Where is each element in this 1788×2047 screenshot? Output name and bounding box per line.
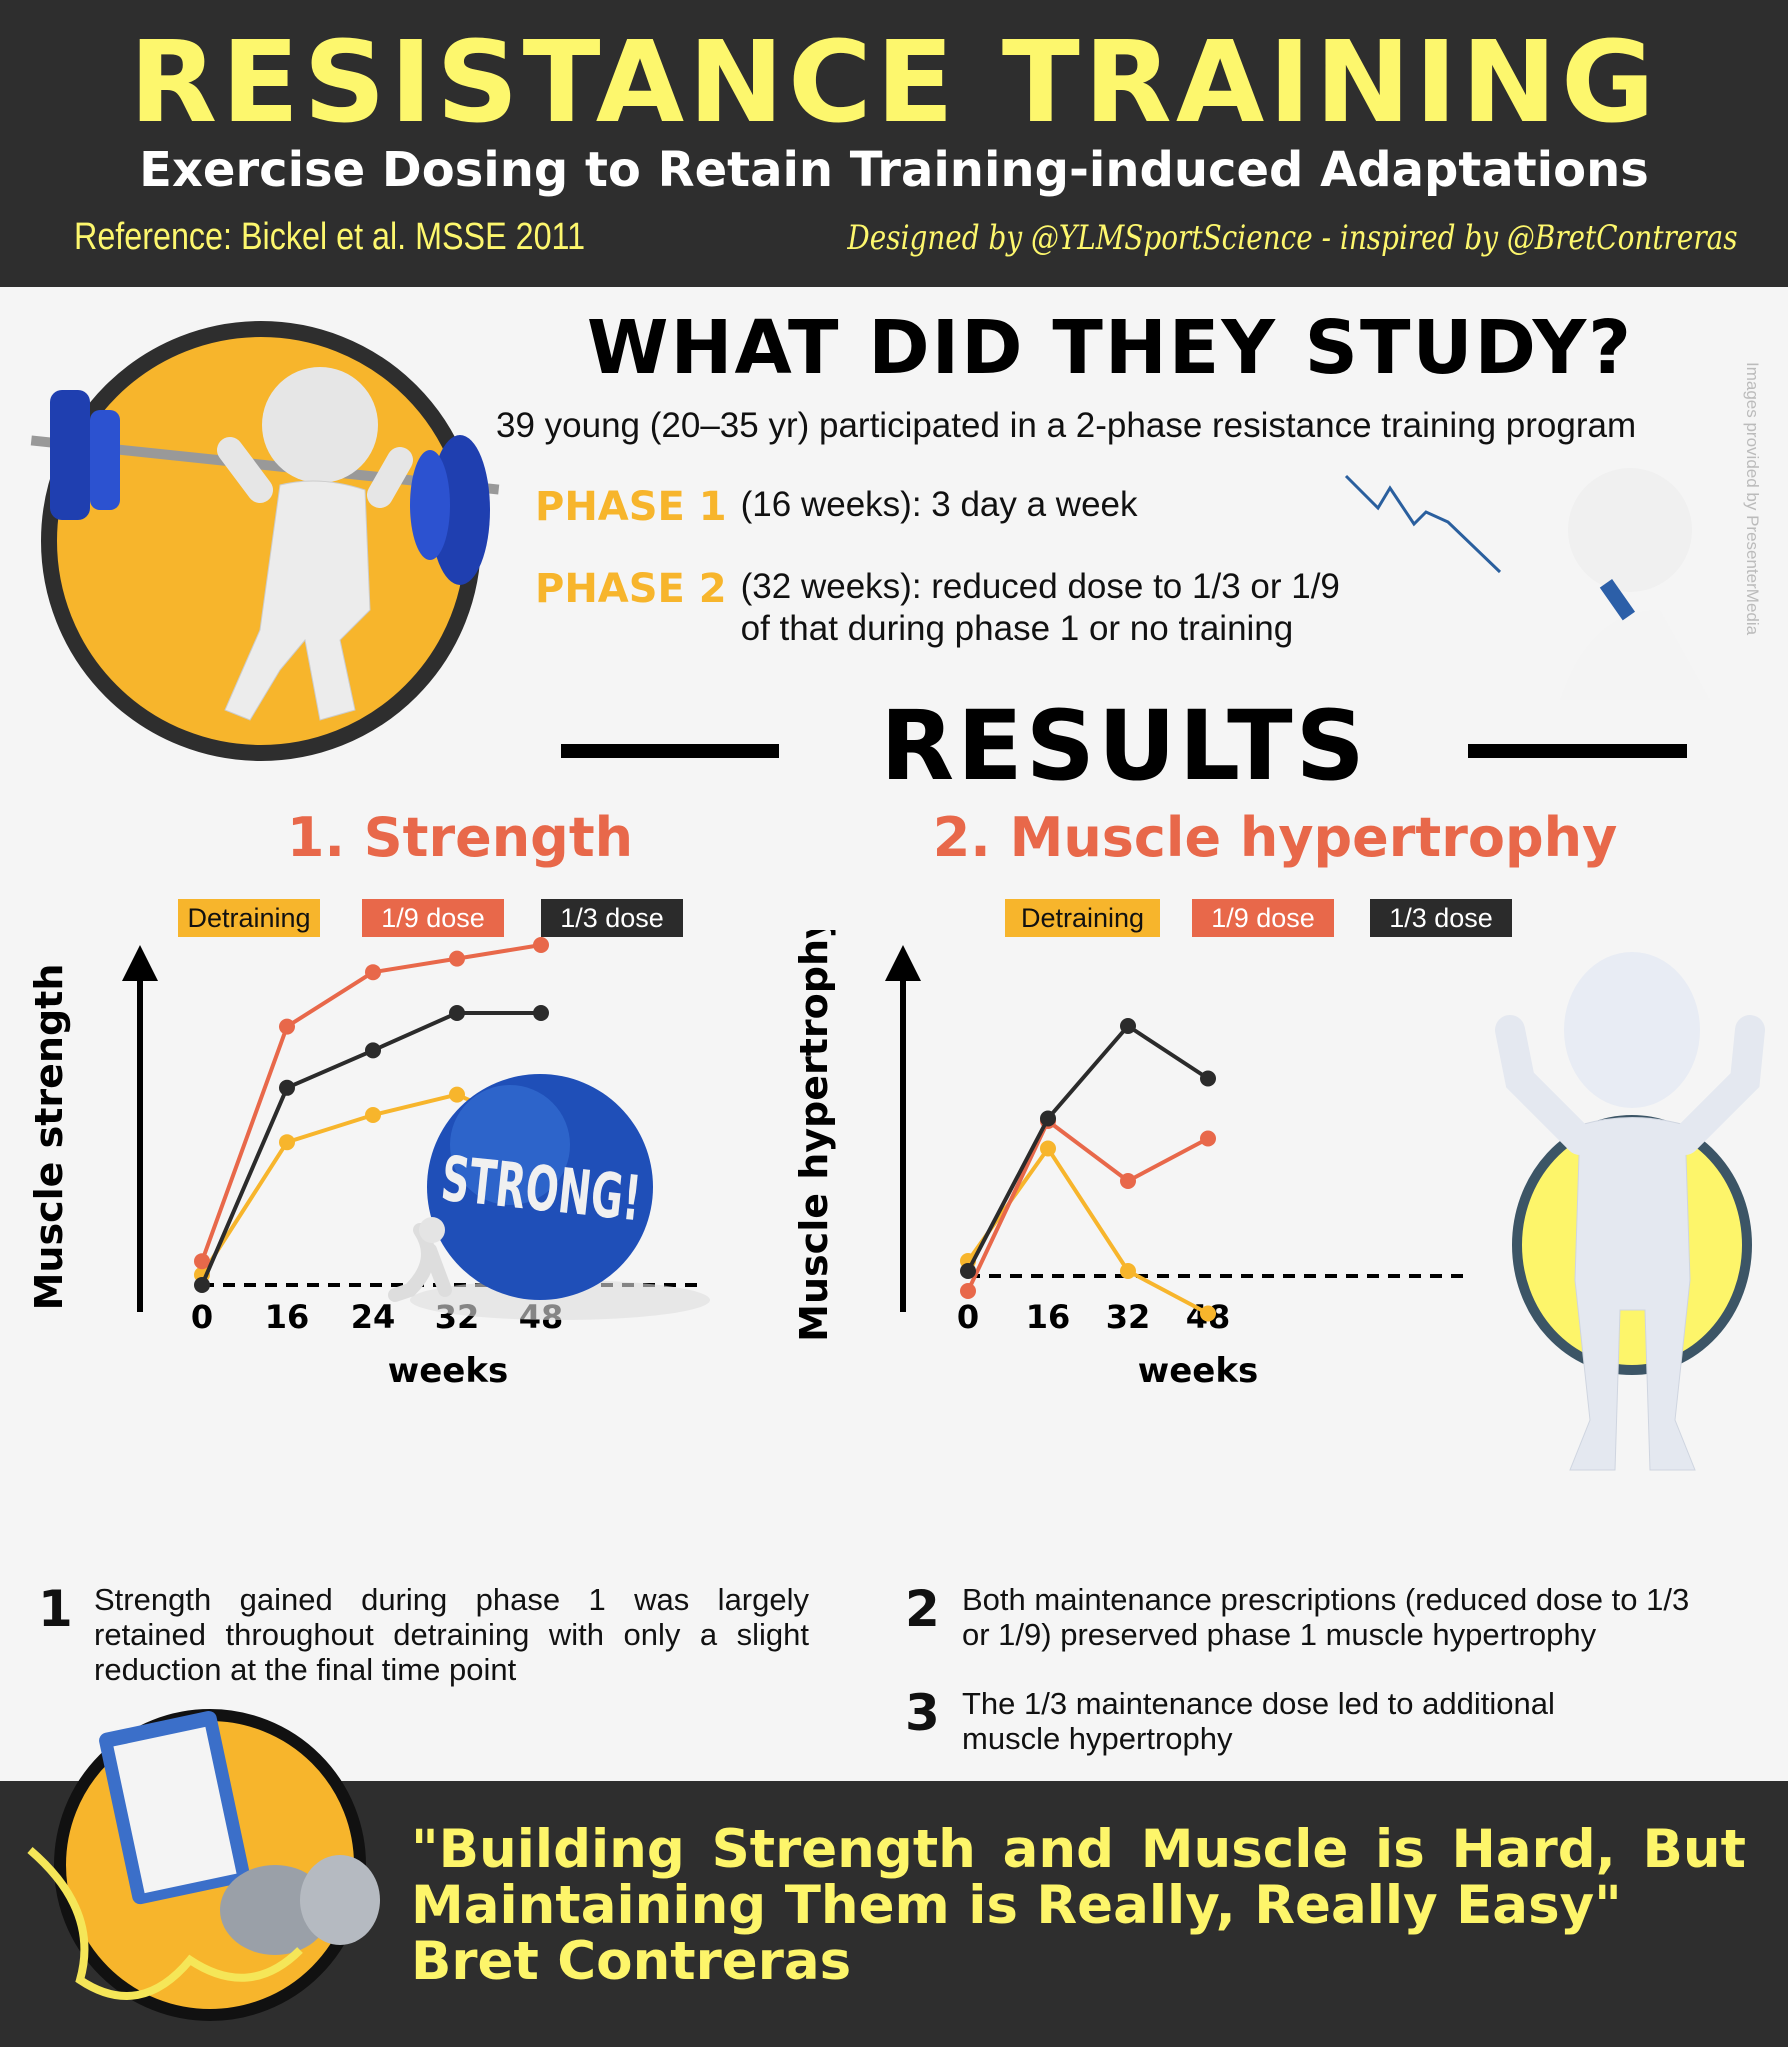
data-point [449,950,465,967]
header-banner [0,0,1788,287]
data-point [365,964,381,981]
presenter-drawing-illustration [1344,468,1710,700]
x-tick-label: 24 [351,1298,396,1336]
x-tick-label: 16 [1026,1298,1071,1336]
data-point [449,1086,465,1103]
data-point [533,937,549,953]
data-point [365,1042,381,1059]
data-point [533,1005,549,1021]
data-point [1200,1130,1216,1147]
phase-2-text: (32 weeks): reduced dose to 1/3 or 1/9 [740,567,1340,606]
data-point [1200,1305,1216,1322]
data-point [1040,1110,1056,1127]
strength-chart: Muscle strength016243248weeksSTRONG! [27,937,710,1391]
data-point [279,1134,295,1151]
flexing-figure-illustration [1495,952,1765,1471]
phase-1: PHASE 1 (16 weeks): 3 day a week [535,484,1138,530]
finding-1-text: Strength gained during phase 1 was large… [94,1582,809,1687]
series-line-detraining [966,1144,1209,1316]
data-point [1120,1263,1136,1279]
quote-body: "Building Strength and Muscle is Hard, B… [411,1819,1746,1936]
quote-author: Bret Contreras [411,1931,852,1992]
watermark: Images provided by PresenterMedia [1743,362,1762,636]
legend-1-3-dose-2: 1/3 dose [1370,899,1512,937]
phase-2: PHASE 2 (32 weeks): reduced dose to 1/3 o… [535,566,1340,650]
x-tick-label: 0 [957,1298,979,1336]
x-tick-label: 16 [265,1298,310,1336]
x-axis-label: weeks [388,1351,508,1391]
y-axis-arrowhead [122,945,158,981]
phase-2-label: PHASE 2 [535,566,727,612]
data-point [279,1079,295,1096]
credit: Designed by @YLMSportScience - inspired … [847,218,1738,258]
clipboard-dumbbell-illustration [27,1709,380,2021]
legend-1-3-dose: 1/3 dose [541,899,683,937]
legend-detraining: Detraining [178,899,320,937]
finding-1-number: 1 [38,1580,73,1638]
data-point [279,1018,295,1035]
chart-2-title: 2. Muscle hypertrophy [932,806,1618,869]
finding-2-number: 2 [905,1580,940,1638]
data-point [1200,1070,1216,1087]
results-heading: RESULTS [880,690,1368,802]
reference: Reference: Bickel et al. MSSE 2011 [74,216,586,258]
series-line-1-3-dose [966,1023,1210,1272]
main-title: RESISTANCE TRAINING [129,18,1659,148]
study-description: 39 young (20–35 yr) participated in a 2-… [496,406,1637,445]
phase-1-label: PHASE 1 [535,484,727,530]
data-point [1120,1173,1136,1189]
finding-3-text: The 1/3 maintenance dose led to addition… [962,1686,1555,1756]
legend-1-9-dose-2: 1/9 dose [1192,899,1334,937]
finding-2-text: Both maintenance prescriptions (reduced … [962,1582,1690,1652]
ball-highlight [450,1085,570,1205]
x-axis-label: weeks [1138,1351,1258,1391]
legend-1-9-dose: 1/9 dose [362,899,504,937]
y-axis-label: Muscle hypertrophy [792,930,836,1342]
x-tick-label: 0 [191,1298,213,1336]
data-point [194,1253,210,1270]
data-point [1120,1018,1136,1034]
y-axis-label: Muscle strength [27,964,71,1311]
phase-2-text-line2: of that during phase 1 or no training [740,609,1294,648]
phase-1-text: (16 weeks): 3 day a week [740,485,1138,524]
data-point [449,1005,465,1021]
data-point [194,1277,210,1293]
hypertrophy-chart: Muscle hypertrophy0163248weeks [792,930,1470,1391]
subtitle: Exercise Dosing to Retain Training-induc… [139,142,1649,198]
data-point [960,1263,976,1279]
legend-detraining-2: Detraining [1005,899,1160,937]
pushing-figure-head [419,1217,445,1243]
divider-left [561,744,779,758]
data-point [960,1283,976,1299]
chart-1-title: 1. Strength [286,806,634,869]
finding-3-number: 3 [905,1684,940,1742]
weightlifter-illustration [30,321,500,761]
data-point [1040,1140,1056,1157]
y-axis-arrowhead [885,945,921,981]
data-point [365,1107,381,1123]
x-tick-label: 32 [1106,1298,1151,1336]
strong-ball [427,1074,653,1300]
quote-text: "Building Strength and Muscle is Hard, B… [411,1822,1746,1990]
ball-shadow [410,1280,710,1320]
study-heading: WHAT DID THEY STUDY? [586,305,1634,391]
series-line-1-9-dose [966,1117,1209,1292]
divider-right [1468,744,1687,758]
